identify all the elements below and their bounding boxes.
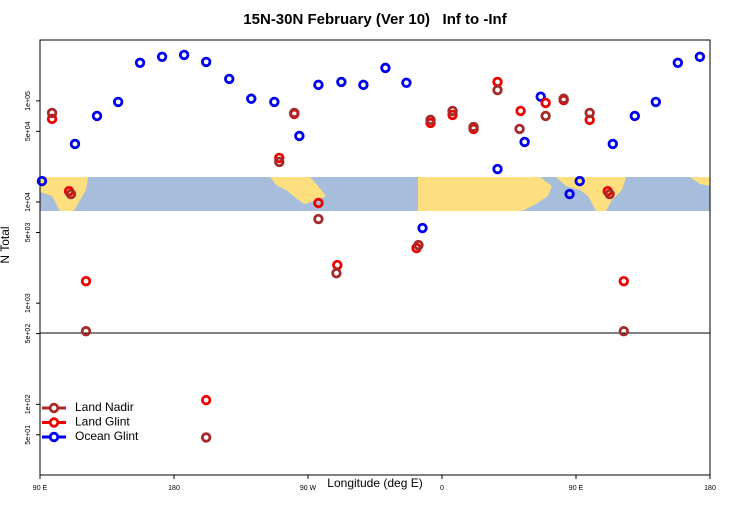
point [134,57,146,69]
y-tick-label: 1e+05 [25,91,32,111]
point [607,138,618,150]
point [46,113,58,125]
y-tick-label: 5e+01 [25,425,32,445]
point [289,107,300,119]
y-tick-label: 5e+04 [25,121,32,141]
point [331,267,342,279]
point [80,326,92,337]
point [36,175,48,187]
point [200,56,212,68]
point [514,123,525,135]
point [80,275,92,287]
point [558,93,569,104]
y-tick-label: 1e+03 [25,293,32,313]
point [178,49,190,61]
point [313,79,324,91]
point [91,110,103,122]
point [224,73,235,85]
point [519,136,530,148]
point [358,79,369,91]
legend-label: Ocean Glint [75,429,139,443]
y-tick-label: 1e+04 [25,192,32,212]
y-tick-label: 5e+03 [25,223,32,243]
point [604,188,615,200]
point [274,152,285,164]
point [112,96,124,108]
point [294,130,305,142]
point [336,76,347,88]
y-axis-label: N Total [0,226,12,263]
point [69,138,81,150]
point [540,97,551,109]
point [492,76,503,88]
point [629,110,641,122]
plot-frame [39,39,711,476]
point [425,114,436,126]
point [535,91,546,102]
point [672,57,684,69]
legend-marker [48,402,60,414]
legend-marker [48,431,60,443]
legend-label: Land Glint [75,415,130,429]
point [65,188,77,200]
y-tick-label: 5e+02 [25,324,32,344]
x-tick-label: 180 [704,485,716,492]
point [401,77,412,88]
x-tick-label: 90 W [300,485,317,492]
point [332,259,343,271]
point [650,96,662,108]
point [468,121,479,133]
point [584,107,595,119]
point [156,51,168,62]
point [413,239,424,251]
chart-title: 15N-30N February (Ver 10) Inf to -Inf [243,11,507,28]
point [447,109,458,121]
point [515,105,526,117]
point [269,96,280,108]
legend-marker [48,417,60,428]
point [274,156,285,168]
point [618,275,629,287]
point [313,197,324,209]
point [200,432,212,443]
map-strip [40,177,710,211]
point [492,84,503,96]
legend-label: Land Nadir [75,400,134,414]
point [564,188,575,200]
point [618,326,629,337]
x-tick-label: 90 E [569,485,584,492]
y-tick-label: 1e+02 [25,394,32,414]
point [540,110,551,122]
x-tick-label: 180 [168,485,180,492]
x-tick-label: 90 E [33,485,48,492]
point [694,51,706,62]
x-tick-label: 0 [440,485,444,492]
point [574,175,585,187]
point [246,93,257,104]
point [46,107,58,119]
point [417,222,428,234]
point [200,394,212,406]
point [492,163,503,175]
point [313,213,324,225]
point [447,105,458,117]
point [380,62,391,74]
x-axis-label: Longitude (deg E) [327,476,422,490]
